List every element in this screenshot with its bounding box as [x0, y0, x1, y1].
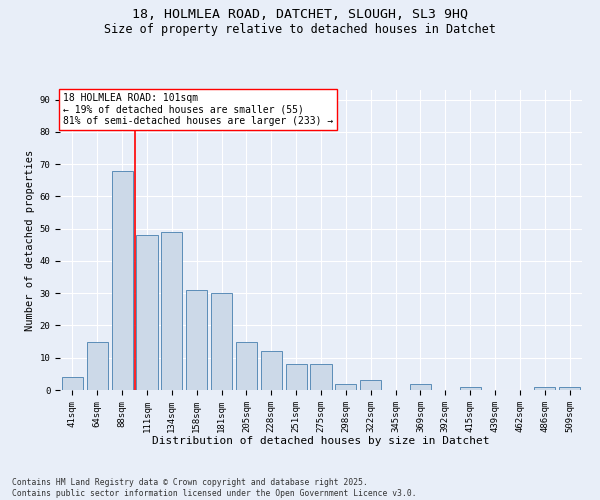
Bar: [310, 364, 332, 390]
Y-axis label: Number of detached properties: Number of detached properties: [25, 150, 35, 330]
Bar: [186, 290, 207, 390]
Text: Size of property relative to detached houses in Datchet: Size of property relative to detached ho…: [104, 22, 496, 36]
Bar: [460, 387, 481, 390]
X-axis label: Distribution of detached houses by size in Datchet: Distribution of detached houses by size …: [152, 436, 490, 446]
Bar: [211, 293, 232, 390]
Bar: [87, 342, 108, 390]
Bar: [136, 235, 158, 390]
Text: 18 HOLMLEA ROAD: 101sqm
← 19% of detached houses are smaller (55)
81% of semi-de: 18 HOLMLEA ROAD: 101sqm ← 19% of detache…: [62, 93, 333, 126]
Bar: [360, 380, 381, 390]
Bar: [559, 387, 580, 390]
Bar: [112, 170, 133, 390]
Text: Contains HM Land Registry data © Crown copyright and database right 2025.
Contai: Contains HM Land Registry data © Crown c…: [12, 478, 416, 498]
Bar: [410, 384, 431, 390]
Bar: [236, 342, 257, 390]
Bar: [335, 384, 356, 390]
Text: 18, HOLMLEA ROAD, DATCHET, SLOUGH, SL3 9HQ: 18, HOLMLEA ROAD, DATCHET, SLOUGH, SL3 9…: [132, 8, 468, 20]
Bar: [62, 377, 83, 390]
Bar: [286, 364, 307, 390]
Bar: [161, 232, 182, 390]
Bar: [261, 352, 282, 390]
Bar: [534, 387, 555, 390]
